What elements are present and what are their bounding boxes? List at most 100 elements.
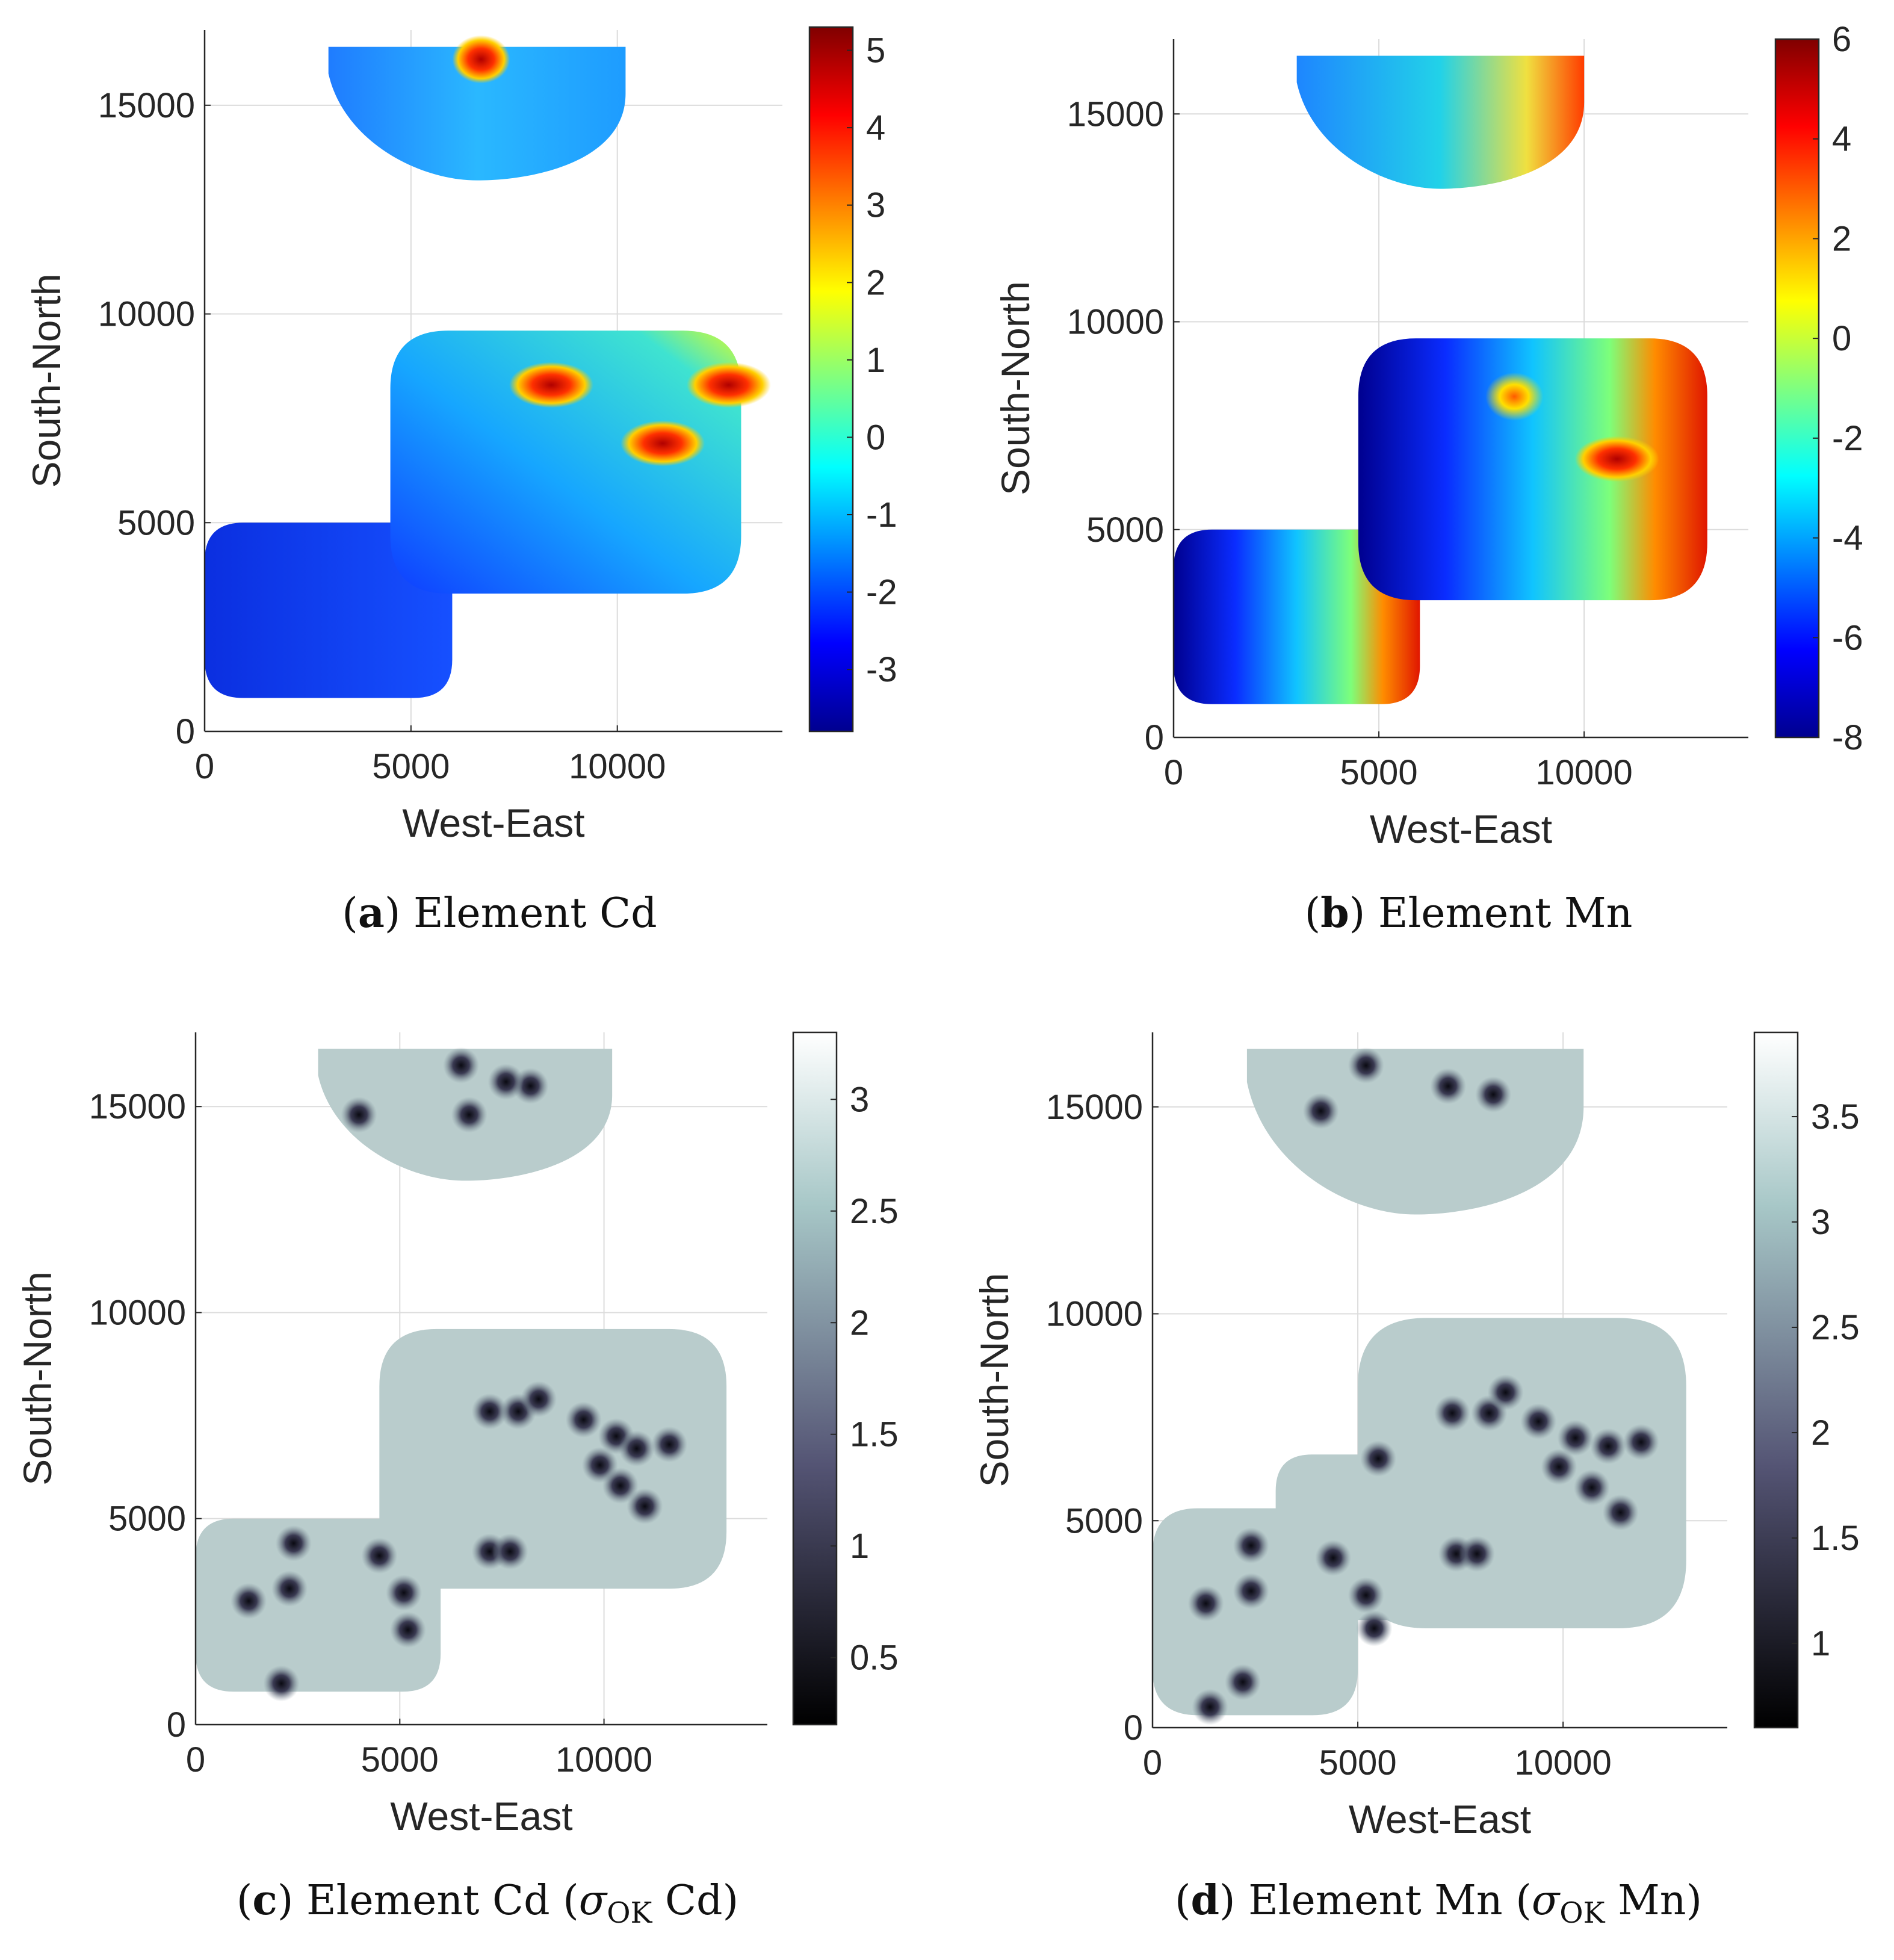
y-tick-label: 5000 xyxy=(108,1499,186,1539)
caption-paren-open: ( xyxy=(1305,890,1321,937)
sample-point xyxy=(521,1381,557,1418)
colorbar-tick-label: 3.5 xyxy=(1811,1097,1860,1137)
map-region-south-east xyxy=(390,330,741,594)
colorbar-tick-label: 1.5 xyxy=(1811,1519,1860,1558)
colorbar-tick-label: 1 xyxy=(866,341,885,380)
sample-point xyxy=(271,1571,308,1607)
panel-caption: (b) Element Mn xyxy=(1305,889,1633,937)
map-region-east xyxy=(1358,1318,1686,1628)
sample-point xyxy=(1590,1428,1627,1465)
y-tick-label: 10000 xyxy=(98,295,195,334)
sample-point xyxy=(1458,1536,1495,1572)
caption-paren-close: ) xyxy=(277,1877,306,1924)
panel-caption: (d) Element Mn (σOK Mn) xyxy=(1175,1876,1702,1930)
map-surface xyxy=(196,1047,727,1702)
sample-point xyxy=(1520,1403,1557,1440)
colorbar-tick-label: 4 xyxy=(866,108,885,147)
caption-paren-close: ) xyxy=(1219,1877,1248,1924)
panel-b-mn-map: 0 5000 10000 0 5000 10000 15000 West-East South-… xyxy=(993,20,1863,937)
sample-point xyxy=(1360,1441,1397,1477)
caption-subscript: OK xyxy=(607,1896,652,1930)
sample-point xyxy=(263,1665,300,1702)
colorbar-tick-label: -8 xyxy=(1832,718,1863,757)
sample-point xyxy=(1187,1585,1224,1622)
caption-letter: d xyxy=(1190,1876,1219,1924)
panel-caption: (c) Element Cd (σOK Cd) xyxy=(237,1876,738,1930)
panel-d-mn-sigma-map: 0 5000 10000 0 5000 10000 15000 West-East South-… xyxy=(972,1031,1860,1930)
x-tick-label: 10000 xyxy=(569,747,666,786)
sample-point xyxy=(565,1401,602,1438)
caption-paren-open: ( xyxy=(1175,1877,1191,1924)
y-tick-label: 5000 xyxy=(1065,1501,1143,1540)
colorbar xyxy=(1774,38,1820,739)
caption-letter: c xyxy=(252,1876,277,1924)
caption-text-end: Cd) xyxy=(652,1877,738,1924)
map-surface xyxy=(1153,1047,1686,1725)
colorbar-tick-label: 2 xyxy=(866,263,885,302)
colorbar-tick-label: 2 xyxy=(850,1303,869,1342)
sample-point xyxy=(1430,1068,1467,1105)
y-tick-label: 5000 xyxy=(1086,510,1164,550)
colorbar-tick-label: 2.5 xyxy=(1811,1308,1860,1347)
colorbar xyxy=(808,26,854,733)
colorbar-tick-label: -4 xyxy=(1832,519,1863,558)
caption-letter: b xyxy=(1320,889,1349,937)
y-tick-label: 0 xyxy=(1124,1708,1143,1748)
map-region-south-east xyxy=(379,1329,727,1589)
sample-point xyxy=(275,1525,312,1561)
sample-point xyxy=(492,1533,528,1570)
colorbar-tick-label: -3 xyxy=(866,650,897,689)
colorbar-tick-label: 2.5 xyxy=(850,1192,899,1231)
sample-point xyxy=(1434,1395,1470,1431)
y-tick-label: 15000 xyxy=(98,86,195,125)
x-axis-label: West-East xyxy=(1349,1797,1531,1841)
caption-paren-open: ( xyxy=(342,890,358,937)
y-tick-label: 10000 xyxy=(1067,303,1164,342)
map-region-north xyxy=(328,46,626,181)
x-axis-label: West-East xyxy=(1370,807,1552,851)
sample-point xyxy=(1233,1573,1269,1610)
sample-point xyxy=(361,1537,398,1574)
caption-text: Element Mn xyxy=(1378,890,1633,937)
caption-paren-close: ) xyxy=(385,890,413,937)
sample-point xyxy=(1356,1610,1393,1646)
hotspot-mark xyxy=(452,35,510,84)
sample-point xyxy=(1192,1689,1228,1725)
y-tick-label: 10000 xyxy=(89,1293,186,1332)
x-tick-label: 10000 xyxy=(1535,753,1632,792)
y-tick-label: 15000 xyxy=(89,1087,186,1126)
colorbar-tick-label: 1 xyxy=(1811,1624,1830,1663)
hotspot-mark xyxy=(621,420,705,467)
colorbar-tick-label: 2 xyxy=(1811,1413,1830,1453)
x-tick-label: 0 xyxy=(195,747,214,786)
x-tick-label: 10000 xyxy=(556,1740,652,1779)
panel-caption: (a) Element Cd xyxy=(342,889,657,937)
x-tick-label: 5000 xyxy=(372,747,450,786)
colorbar-tick-label: -2 xyxy=(866,573,897,612)
x-tick-label: 5000 xyxy=(1319,1743,1397,1782)
caption-text: Element Mn ( xyxy=(1248,1877,1532,1924)
map-region-north xyxy=(1246,1049,1584,1215)
map-region-north xyxy=(1296,55,1585,189)
sample-point xyxy=(487,1064,524,1100)
sample-point xyxy=(231,1583,267,1619)
colorbar-tick-label: 0 xyxy=(866,418,885,457)
sample-point xyxy=(341,1096,377,1133)
sample-point xyxy=(1302,1093,1339,1129)
panel-c-cd-sigma-map: 0 5000 10000 0 5000 10000 15000 West-East South-… xyxy=(15,1031,899,1930)
x-tick-label: 10000 xyxy=(1514,1743,1611,1782)
sample-point xyxy=(1487,1374,1524,1411)
y-tick-label: 0 xyxy=(176,712,195,751)
colorbar-tick-label: 3 xyxy=(850,1080,869,1119)
caption-sigma: σ xyxy=(579,1877,608,1924)
y-tick-label: 0 xyxy=(1145,718,1164,757)
colorbar-tick-label: 4 xyxy=(1832,120,1851,159)
sample-point xyxy=(389,1611,426,1648)
sample-point xyxy=(1315,1540,1352,1577)
map-region-south-west xyxy=(205,523,453,698)
sample-point xyxy=(443,1047,480,1084)
colorbar-tick-label: 1 xyxy=(850,1527,869,1566)
x-axis-label: West-East xyxy=(402,801,584,845)
x-tick-label: 5000 xyxy=(361,1740,439,1779)
hotspot-mark xyxy=(509,362,593,408)
